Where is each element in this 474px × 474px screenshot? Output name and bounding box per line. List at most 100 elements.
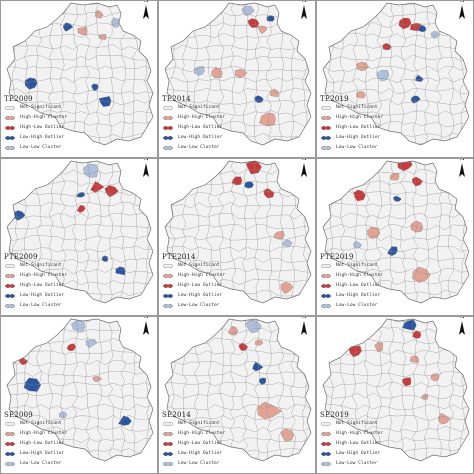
legend-swatch-icon [320, 304, 332, 308]
legend-item: Low-High Outlier [320, 451, 420, 461]
north-arrow-icon [301, 163, 307, 177]
legend-swatch-icon [4, 304, 16, 308]
county-high-high [211, 66, 223, 79]
county-low-low [71, 319, 86, 332]
legend-swatch-icon [4, 422, 16, 426]
legend-swatch-icon [162, 422, 174, 426]
legend-text: Low-High Outlier [20, 293, 65, 298]
county-low-high [244, 181, 254, 189]
legend-text: Not Significant [20, 105, 62, 110]
panel-label: TE2014 [162, 95, 191, 103]
legend-item: High-Low Outlier [320, 441, 420, 451]
legend-text: Not Significant [336, 105, 378, 110]
province-map [322, 2, 470, 146]
legend: Not Significant High-High Cluster High-Low… [4, 421, 104, 471]
legend-text: Not Significant [336, 421, 378, 426]
legend-text: High-High Cluster [336, 431, 384, 436]
legend-text: Not Significant [20, 263, 62, 268]
county-low-high [98, 96, 112, 108]
legend-swatch-icon [4, 274, 16, 278]
legend-text: High-High Cluster [178, 431, 226, 436]
legend-swatch-icon [4, 462, 16, 466]
province-map [322, 318, 470, 462]
legend-swatch-icon [162, 442, 174, 446]
legend-swatch-icon [162, 274, 174, 278]
legend-swatch-icon [162, 106, 174, 110]
panel-label: PTE2019 [320, 253, 354, 261]
legend-swatch-icon [4, 106, 16, 110]
map-panel-te2009: N TE2009 Not Significant High-High Cluster H… [0, 0, 158, 158]
legend-swatch-icon [320, 462, 332, 466]
legend-text: High-Low Outlier [336, 441, 381, 446]
county-low-high [414, 74, 424, 82]
legend-item: Low-Low Cluster [320, 145, 420, 155]
province-map [322, 160, 470, 304]
legend-item: High-Low Outlier [320, 125, 420, 135]
legend: Not Significant High-High Cluster High-Low… [162, 421, 262, 471]
legend-text: Not Significant [178, 263, 220, 268]
legend-swatch-icon [320, 452, 332, 456]
legend: Not Significant High-High Cluster High-Low… [320, 421, 420, 471]
legend-item: Not Significant [162, 105, 262, 115]
county-high-high [257, 401, 283, 420]
map-panel-pte2019: N PTE2019 Not Significant High-High Cluster… [316, 158, 474, 316]
map-panel-se2019: N SE2019 Not Significant High-High Cluster H… [316, 316, 474, 474]
province-border [164, 160, 312, 304]
legend-item: Not Significant [4, 421, 104, 431]
legend-text: Low-Low Cluster [336, 145, 378, 150]
county-high-high [410, 220, 424, 233]
legend-swatch-icon [162, 462, 174, 466]
map-panel-pte2014: N PTE2014 Not Significant High-High Cluster… [158, 158, 316, 316]
legend-text: High-Low Outlier [20, 441, 65, 446]
legend-item: Low-Low Cluster [162, 145, 262, 155]
panel-label: TE2009 [4, 95, 33, 103]
legend-swatch-icon [162, 284, 174, 288]
province-border [6, 2, 154, 146]
province-map [164, 160, 312, 304]
north-arrow-icon [143, 321, 149, 335]
county-high-low [66, 343, 76, 352]
legend-text: Not Significant [178, 105, 220, 110]
legend-item: High-High Cluster [4, 273, 104, 283]
legend-text: Low-Low Cluster [20, 303, 62, 308]
legend-swatch-icon [4, 452, 16, 456]
map-panel-se2009: N SE2009 Not Significant High-High Cluster H… [0, 316, 158, 474]
legend-swatch-icon [4, 146, 16, 150]
legend: Not Significant High-High Cluster High-Low… [4, 263, 104, 313]
county-high-high [280, 428, 295, 442]
legend-swatch-icon [4, 136, 16, 140]
province-map [6, 160, 154, 304]
province-map [164, 2, 312, 146]
county-high-low [263, 187, 275, 199]
legend-swatch-icon [320, 442, 332, 446]
north-label: N [302, 158, 307, 162]
north-arrow-icon [301, 5, 307, 19]
legend-swatch-icon [162, 136, 174, 140]
north-label: N [302, 0, 307, 4]
legend-text: Low-High Outlier [336, 135, 381, 140]
legend-text: High-Low Outlier [20, 125, 65, 130]
legend-swatch-icon [320, 274, 332, 278]
legend-item: Low-High Outlier [320, 293, 420, 303]
legend-item: Low-High Outlier [320, 135, 420, 145]
province-border [322, 160, 470, 304]
legend-text: High-Low Outlier [178, 283, 223, 288]
legend-text: Low-High Outlier [20, 451, 65, 456]
legend-item: Low-High Outlier [162, 135, 262, 145]
province-border [322, 318, 470, 462]
legend-swatch-icon [4, 126, 16, 130]
county-high-high [257, 25, 268, 35]
north-label: N [144, 316, 149, 320]
county-low-low [282, 239, 293, 247]
legend-item: High-High Cluster [162, 273, 262, 283]
map-panel-pte2009: N PTE2009 Not Significant High-High Cluster… [0, 158, 158, 316]
north-label: N [144, 0, 149, 4]
north-arrow-icon [143, 163, 149, 177]
legend-item: Low-High Outlier [4, 135, 104, 145]
legend-swatch-icon [162, 304, 174, 308]
legend-swatch-icon [320, 432, 332, 436]
county-high-high [269, 88, 280, 97]
county-low-low [15, 338, 27, 348]
county-low-high [258, 377, 267, 386]
